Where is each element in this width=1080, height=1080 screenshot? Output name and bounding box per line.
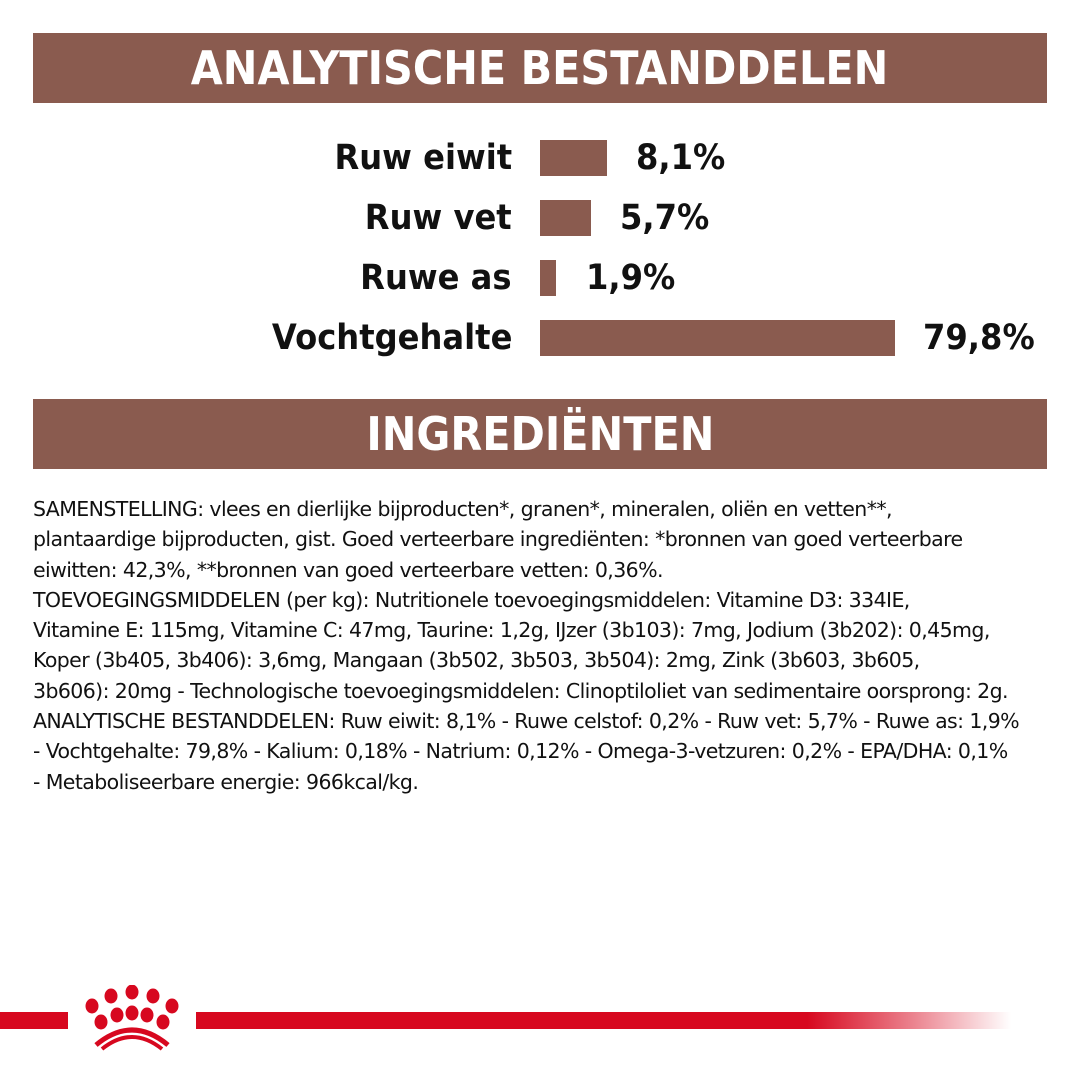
chart-row-label: Vochtgehalte [271,318,512,358]
chart-row-ruw-vet: Ruw vet 5,7% [0,198,1080,238]
analytical-constituents-title: ANALYTISCHE BESTANDDELEN [191,41,889,95]
chart-row-value: 5,7% [620,198,710,238]
red-stripe-left [0,1012,68,1029]
chart-bar [540,200,591,236]
ingredients-text: SAMENSTELLING: vlees en dierlijke bijpro… [33,494,1043,797]
ingredients-line: 3b606): 20mg - Technologische toevoeging… [33,678,1009,703]
crown-logo-icon [85,985,179,1051]
chart-row-value: 8,1% [636,138,726,178]
ingredients-line: plantaardige bijproducten, gist. Goed ve… [33,527,963,552]
chart-row-label: Ruw eiwit [334,138,512,178]
ingredients-line: Koper (3b405, 3b406): 3,6mg, Mangaan (3b… [33,648,920,673]
ingredients-line: Vitamine E: 115mg, Vitamine C: 47mg, Tau… [33,618,990,643]
ingredients-line: TOEVOEGINGSMIDDELEN (per kg): Nutritione… [33,587,910,612]
ingredients-line: - Vochtgehalte: 79,8% - Kalium: 0,18% - … [33,739,1008,764]
analytical-constituents-banner: ANALYTISCHE BESTANDDELEN [33,33,1047,103]
ingredients-line: ANALYTISCHE BESTANDDELEN: Ruw eiwit: 8,1… [33,709,1020,734]
chart-bar [540,260,556,296]
chart-row-label: Ruwe as [360,258,512,298]
ingredients-banner: INGREDIËNTEN [33,399,1047,469]
red-stripe-right [196,1012,1011,1029]
chart-row-ruwe-as: Ruwe as 1,9% [0,258,1080,298]
chart-row-label: Ruw vet [365,198,512,238]
chart-row-ruw-eiwit: Ruw eiwit 8,1% [0,138,1080,178]
chart-row-value: 1,9% [586,258,676,298]
chart-row-value: 79,8% [923,318,1035,358]
ingredients-line: SAMENSTELLING: vlees en dierlijke bijpro… [33,497,893,521]
ingredients-line: eiwitten: 42,3%, **bronnen van goed vert… [33,557,664,582]
chart-row-vochtgehalte: Vochtgehalte 79,8% [0,318,1080,358]
ingredients-title: INGREDIËNTEN [365,407,715,461]
ingredients-line: - Metaboliseerbare energie: 966kcal/kg. [33,769,419,794]
chart-bar [540,140,607,176]
chart-bar [540,320,895,356]
